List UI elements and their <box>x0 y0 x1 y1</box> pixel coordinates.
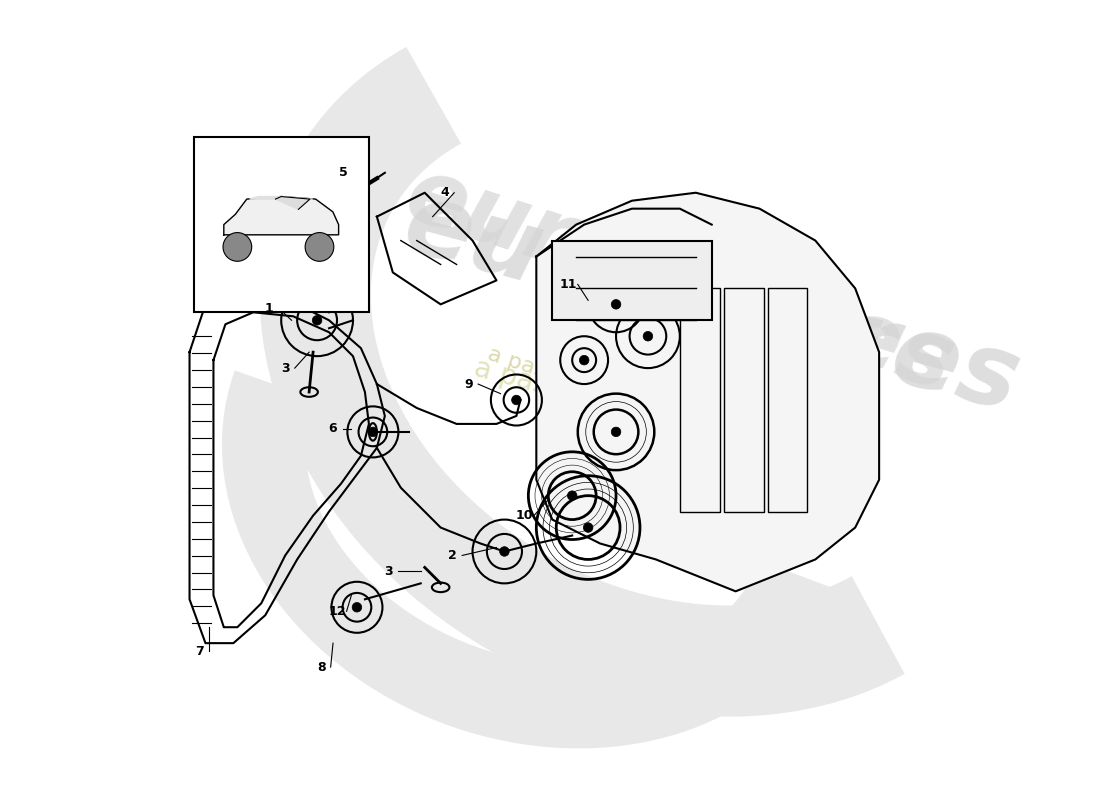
Bar <box>768 288 807 512</box>
Circle shape <box>512 395 521 405</box>
Polygon shape <box>223 197 339 235</box>
Polygon shape <box>250 197 312 199</box>
Circle shape <box>583 522 593 532</box>
Text: 5: 5 <box>339 166 348 179</box>
Circle shape <box>223 233 252 262</box>
Bar <box>724 288 763 512</box>
Text: 6: 6 <box>329 422 338 435</box>
Circle shape <box>580 355 588 365</box>
Text: a passion for Porsche 1985: a passion for Porsche 1985 <box>471 354 840 478</box>
Circle shape <box>499 546 509 556</box>
Polygon shape <box>537 193 879 591</box>
Text: 10: 10 <box>516 509 534 522</box>
Bar <box>194 137 368 312</box>
Text: eurospares: eurospares <box>395 150 965 410</box>
Bar <box>680 288 719 512</box>
Text: 11: 11 <box>560 278 578 291</box>
Circle shape <box>644 331 652 341</box>
Text: eurospares: eurospares <box>394 176 1030 433</box>
Circle shape <box>612 299 620 309</box>
Text: a passion for Porsche 1985: a passion for Porsche 1985 <box>485 344 779 456</box>
Text: 7: 7 <box>196 645 205 658</box>
Text: 12: 12 <box>328 605 345 618</box>
Text: 3: 3 <box>280 362 289 374</box>
Circle shape <box>312 315 322 325</box>
Circle shape <box>568 491 578 501</box>
Circle shape <box>352 602 362 612</box>
Bar <box>552 241 712 320</box>
Text: 3: 3 <box>385 565 393 578</box>
Circle shape <box>612 427 620 437</box>
Text: 4: 4 <box>440 186 449 199</box>
Text: 8: 8 <box>317 661 326 674</box>
Text: 9: 9 <box>464 378 473 390</box>
Text: 2: 2 <box>448 549 456 562</box>
Circle shape <box>305 233 333 262</box>
Circle shape <box>368 427 377 437</box>
Text: 1: 1 <box>265 302 274 315</box>
Polygon shape <box>275 197 310 210</box>
